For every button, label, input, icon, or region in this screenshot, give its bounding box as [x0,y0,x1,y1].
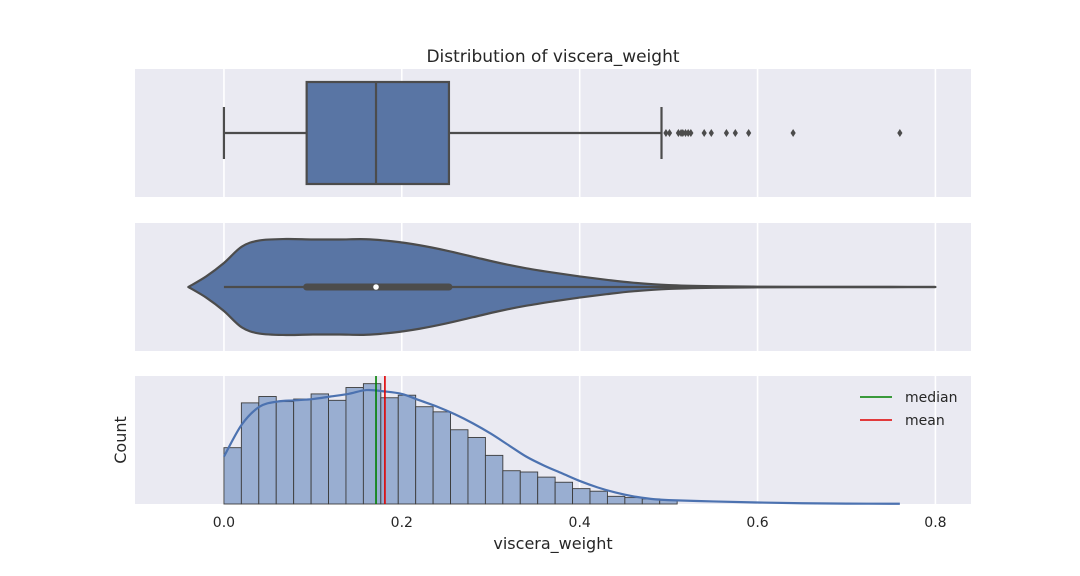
y-axis-label: Count [111,416,130,464]
outlier-point [666,129,673,137]
x-tick-label: 0.0 [213,515,235,531]
outlier-point [790,129,796,137]
histogram-bar [572,488,591,505]
histogram-bar [432,411,451,505]
kde-line [222,388,900,505]
histogram-bar [624,497,643,505]
legend-label-mean: mean [905,413,945,429]
histogram-bar [450,429,469,505]
x-axis-label: viscera_weight [493,534,612,554]
histogram-bar [589,490,608,505]
histogram-bar [275,401,295,505]
histogram-bar [310,393,329,505]
histogram-bar [362,383,382,505]
histogram-marks [222,376,900,505]
outlier-point [688,129,694,137]
x-tick-label: 0.6 [746,515,768,531]
histogram-bar [223,447,242,505]
boxplot-marks [222,80,903,186]
outlier-point [680,129,686,137]
outlier-point [723,129,730,137]
x-tick-label: 0.2 [391,515,413,531]
violin-panel [135,223,971,351]
outlier-point [746,129,752,137]
x-tick-label: 0.8 [924,515,946,531]
box-iqr [305,80,451,186]
outlier-point [708,129,714,137]
violin-median-dot [373,284,379,290]
histogram-bar [467,436,486,505]
outlier-point [682,129,689,137]
outlier-point [663,129,669,137]
violin-marks [187,237,937,337]
histogram-bar [554,481,574,505]
outlier-point [675,129,681,137]
histogram-bar [328,399,347,505]
outlier-point [897,129,903,137]
legend: median mean [860,390,957,429]
outlier-point [732,129,738,137]
histogram-bar [240,402,260,505]
outlier-point [701,129,707,137]
histogram-bar [415,406,434,505]
histogram-bar [537,476,556,505]
histogram-panel: median mean [135,376,971,505]
histogram-bar [293,398,312,505]
histogram-bar [397,394,417,505]
histogram-bar [519,471,539,505]
boxplot-panel [135,69,971,197]
outlier-point [685,129,691,137]
histogram-bar [345,387,364,505]
legend-label-median: median [905,390,957,406]
chart-title: Distribution of viscera_weight [426,47,679,67]
histogram-bar [380,397,399,505]
histogram-bar [258,396,277,505]
x-tick-label: 0.4 [569,515,591,531]
histogram-bar [606,495,626,505]
x-axis-tick-labels: 0.0 0.2 0.4 0.6 0.8 [213,515,947,531]
histogram-bar [502,470,521,505]
histogram-bar [484,454,504,505]
